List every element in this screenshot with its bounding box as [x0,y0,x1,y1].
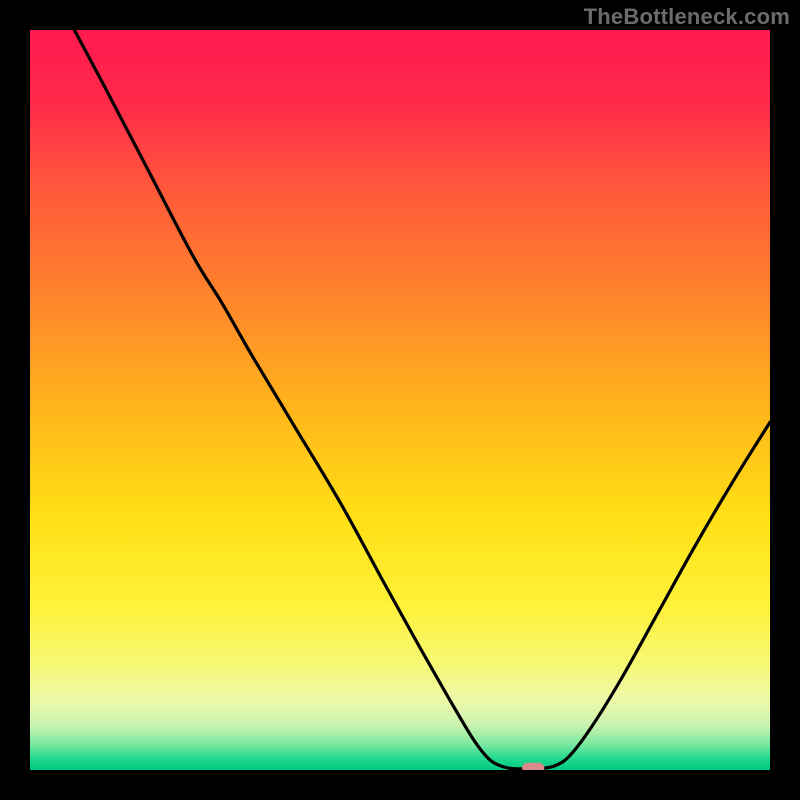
watermark-text: TheBottleneck.com [584,4,790,30]
plot-area [30,30,770,770]
plot-svg [30,30,770,770]
chart-root: TheBottleneck.com [0,0,800,800]
optimal-marker [522,763,544,770]
gradient-background [30,30,770,770]
